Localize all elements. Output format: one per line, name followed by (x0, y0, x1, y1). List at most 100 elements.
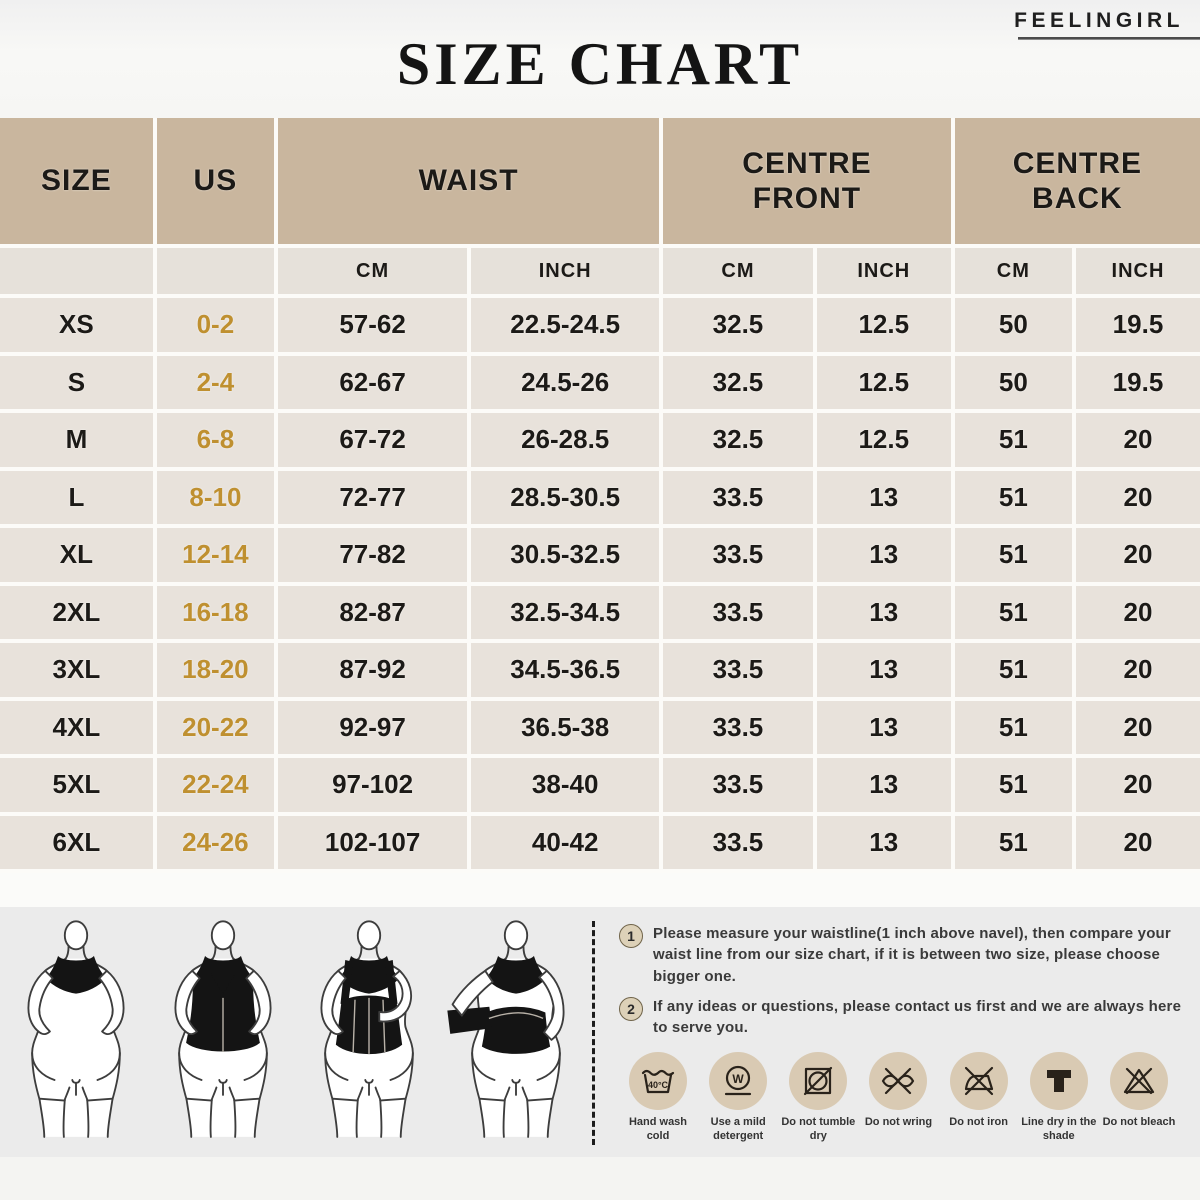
do-not-iron-icon (949, 1052, 1008, 1111)
care-item: Do not bleach (1100, 1052, 1178, 1144)
us-size-cell: 2-4 (152, 351, 278, 413)
measurement-cell: 67-72 (273, 409, 472, 471)
measurement-cell: 92-97 (273, 696, 472, 758)
brand-underline (1018, 37, 1200, 40)
measurement-cell: 51 (950, 639, 1076, 701)
measurement-cell: 13 (812, 811, 955, 873)
measurement-cell: 22.5-24.5 (467, 294, 664, 356)
measurement-cell: 20 (1071, 696, 1200, 758)
subheader-unit-cell: INCH (812, 244, 955, 298)
svg-text:W: W (732, 1072, 744, 1086)
table-row: 3XL 18-20 87-92 34.5-36.5 33.5 13 51 20 (0, 639, 1200, 701)
subheader-unit-cell: CM (950, 244, 1076, 298)
table-row: L 8-10 72-77 28.5-30.5 33.5 13 51 20 (0, 466, 1200, 528)
note-text: If any ideas or questions, please contac… (653, 997, 1182, 1037)
measurement-cell: 51 (950, 524, 1076, 586)
measurement-cell: 36.5-38 (467, 696, 664, 758)
size-table-body: XS 0-2 57-62 22.5-24.5 32.5 12.5 50 19.5 S 2-4 62-… (0, 294, 1200, 873)
table-row: XL 12-14 77-82 30.5-32.5 33.5 13 51 20 (0, 524, 1200, 586)
us-size-cell: 24-26 (152, 811, 278, 873)
table-row: 6XL 24-26 102-107 40-42 33.5 13 51 20 (0, 811, 1200, 873)
measurement-cell: 33.5 (659, 811, 817, 873)
measurement-cell: 20 (1071, 754, 1200, 816)
measurement-cell: 12.5 (812, 351, 955, 413)
size-cell: L (0, 466, 157, 528)
measurement-cell: 51 (950, 696, 1076, 758)
us-size-cell: 12-14 (152, 524, 278, 586)
measurement-cell: 13 (812, 696, 955, 758)
note-1: 1 Please measure your waistline(1 inch a… (619, 923, 1182, 987)
measurement-cell: 34.5-36.5 (467, 639, 664, 701)
measurement-cell: 13 (812, 754, 955, 816)
us-size-cell: 22-24 (152, 754, 278, 816)
measurement-cell: 102-107 (273, 811, 472, 873)
measurement-cell: 50 (950, 294, 1076, 356)
line-dry-shade-icon (1029, 1052, 1088, 1111)
care-item: Do not tumble dry (779, 1052, 857, 1144)
measurement-cell: 12.5 (812, 294, 955, 356)
subheader-unit-cell: INCH (1071, 244, 1200, 298)
col-header-size: SIZE (0, 118, 157, 248)
table-row: 2XL 16-18 82-87 32.5-34.5 33.5 13 51 20 (0, 581, 1200, 643)
mild-detergent-icon: W (709, 1052, 768, 1111)
subheader-empty-cell (0, 244, 157, 298)
table-header-row: SIZE US WAIST CENTRE FRONT CENTRE BACK (0, 118, 1200, 248)
measurement-cell: 33.5 (659, 754, 817, 816)
wearing-step-2-figure (174, 920, 272, 1138)
care-item: W Use a mild detergent (699, 1052, 777, 1144)
measurement-cell: 33.5 (659, 639, 817, 701)
measurement-cell: 97-102 (273, 754, 472, 816)
measurement-cell: 40-42 (467, 811, 664, 873)
care-item: 40°C Hand wash cold (619, 1052, 697, 1144)
size-cell: 5XL (0, 754, 157, 816)
measurement-cell: 51 (950, 754, 1076, 816)
measurement-cell: 32.5 (659, 351, 817, 413)
measurement-cell: 24.5-26 (467, 351, 664, 413)
measurement-cell: 82-87 (273, 581, 472, 643)
col-header-waist: WAIST (273, 118, 664, 248)
us-size-cell: 18-20 (152, 639, 278, 701)
measurement-cell: 20 (1071, 466, 1200, 528)
note-number-badge: 1 (619, 924, 643, 948)
measurement-cell: 87-92 (273, 639, 472, 701)
wearing-step-3-figure (320, 920, 414, 1138)
measurement-cell: 50 (950, 351, 1076, 413)
section-gap (0, 873, 1200, 907)
svg-text:40°C: 40°C (648, 1080, 669, 1090)
measurement-cell: 28.5-30.5 (467, 466, 664, 528)
measurement-cell: 33.5 (659, 581, 817, 643)
us-size-cell: 20-22 (152, 696, 278, 758)
us-size-cell: 8-10 (152, 466, 278, 528)
brand-logo: FEELINGIRL (1014, 9, 1184, 32)
us-size-cell: 6-8 (152, 409, 278, 471)
measurement-cell: 19.5 (1071, 351, 1200, 413)
measurement-cell: 57-62 (273, 294, 472, 356)
measurement-cell: 72-77 (273, 466, 472, 528)
wearing-step-4-figure (446, 920, 565, 1138)
table-row: S 2-4 62-67 24.5-26 32.5 12.5 50 19.5 (0, 351, 1200, 413)
note-2: 2 If any ideas or questions, please cont… (619, 996, 1182, 1039)
size-cell: 2XL (0, 581, 157, 643)
measurement-cell: 12.5 (812, 409, 955, 471)
care-item: Line dry in the shade (1020, 1052, 1098, 1144)
us-size-cell: 0-2 (152, 294, 278, 356)
col-header-centre-front: CENTRE FRONT (659, 118, 955, 248)
wearing-step-1-figure (27, 920, 125, 1138)
measurement-cell: 20 (1071, 639, 1200, 701)
measurement-cell: 13 (812, 524, 955, 586)
measurement-cell: 32.5-34.5 (467, 581, 664, 643)
measurement-cell: 51 (950, 581, 1076, 643)
page-title: SIZE CHART (396, 31, 804, 97)
note-number-badge: 2 (619, 996, 643, 1021)
measurement-cell: 32.5 (659, 294, 817, 356)
measurement-cell: 51 (950, 466, 1076, 528)
size-cell: 3XL (0, 639, 157, 701)
measurement-cell: 20 (1071, 409, 1200, 471)
us-size-cell: 16-18 (152, 581, 278, 643)
size-cell: XS (0, 294, 157, 356)
col-header-us: US (152, 118, 278, 248)
subheader-empty-cell (152, 244, 278, 298)
do-not-wring-icon (869, 1052, 928, 1111)
measurement-cell: 33.5 (659, 524, 817, 586)
